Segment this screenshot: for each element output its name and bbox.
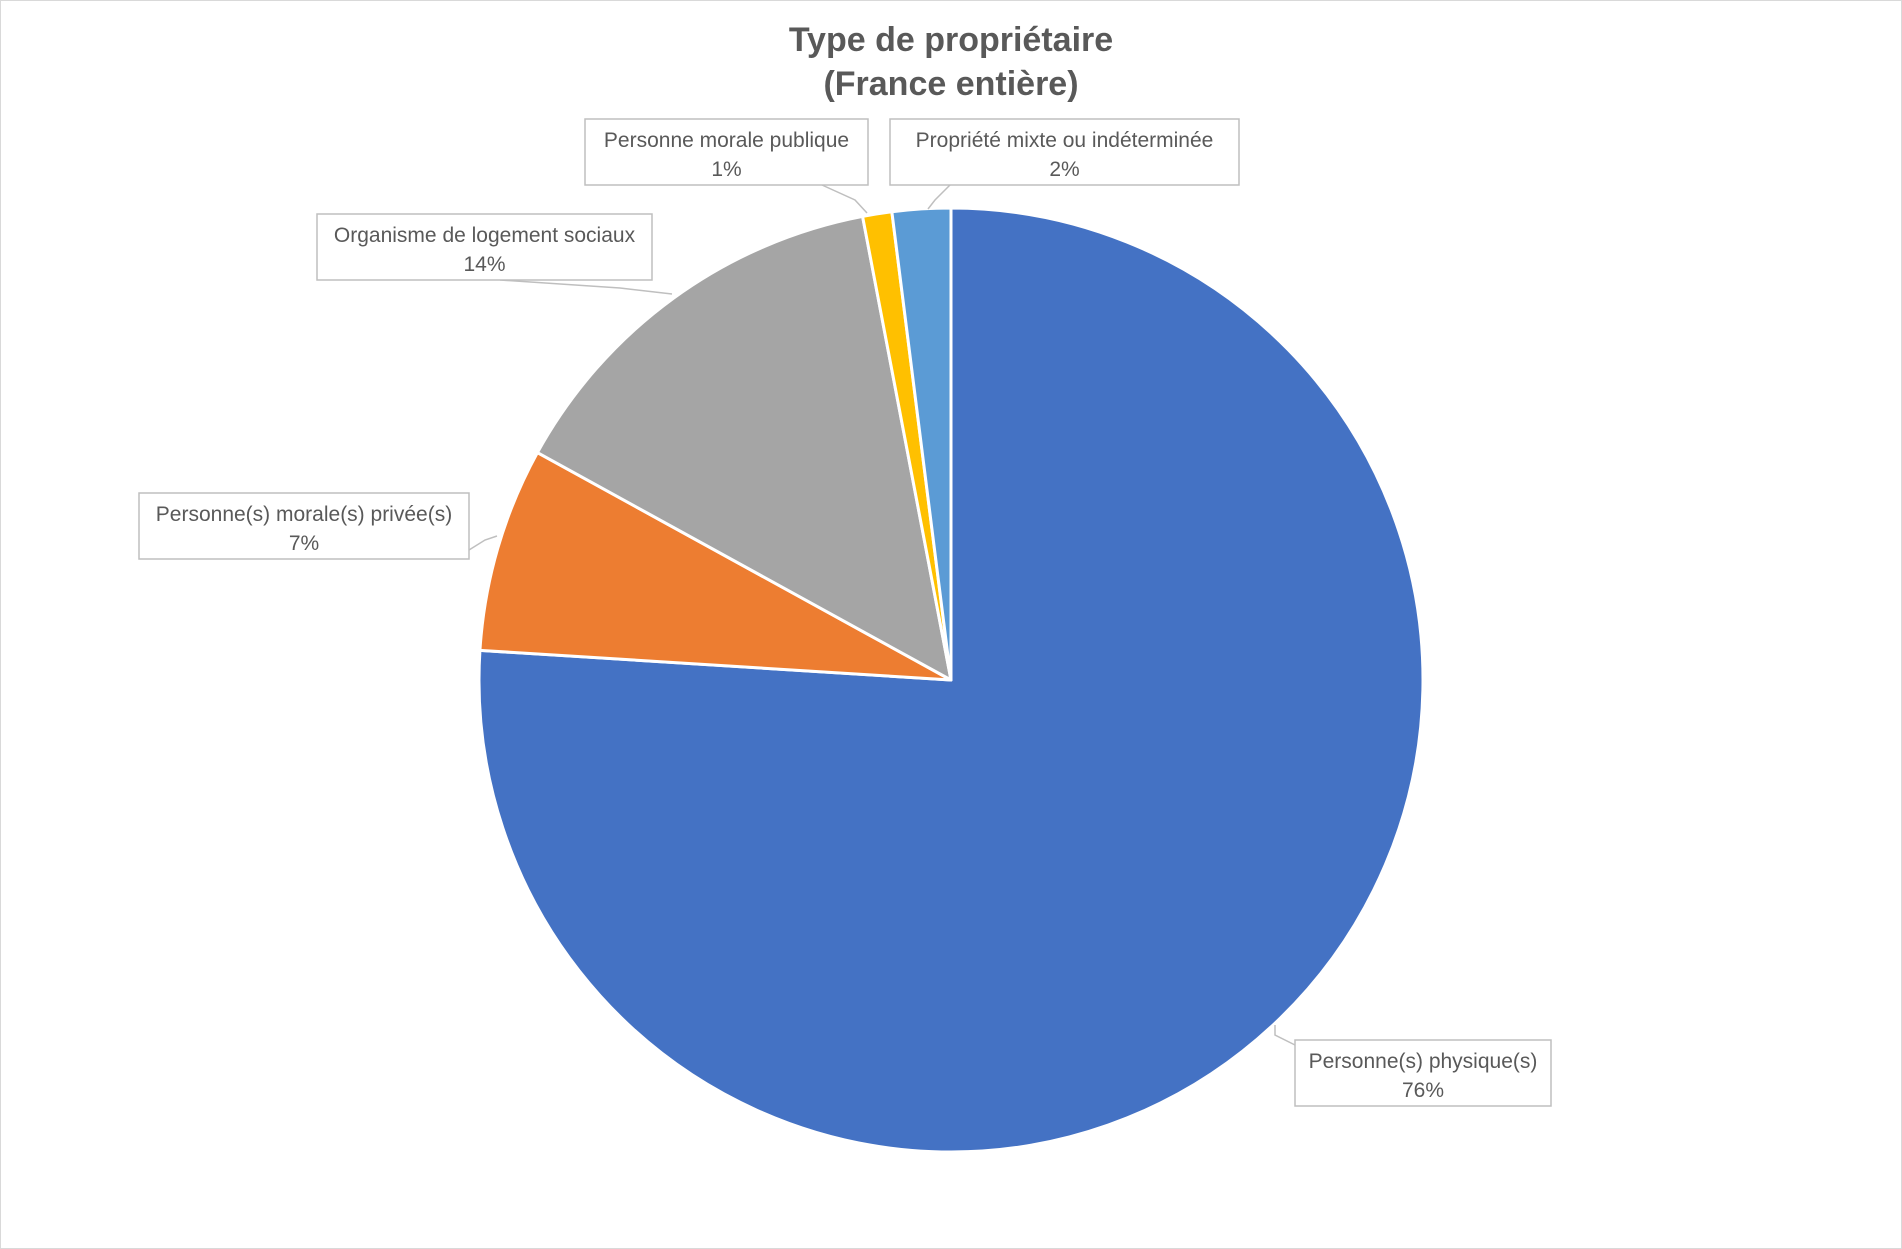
callout-box-personne-morale-publique [584, 118, 869, 186]
leader-line-personne-s-physique-s [1274, 1025, 1296, 1046]
data-label-personne-s-physique-s: 76% [1402, 1079, 1444, 1102]
pie-slice-propriete-mixte-ou-indeterminee [890, 206, 953, 682]
category-label-organisme-de-logement-sociaux: Organisme de logement sociaux [334, 224, 636, 247]
data-label-propriete-mixte-ou-indeterminee: 2% [1049, 158, 1079, 181]
callout-box-personne-s-physique-s [1294, 1039, 1552, 1107]
leader-line-personne-s-morale-s-privee-s [468, 535, 498, 551]
callout-box-organisme-de-logement-sociaux [316, 213, 653, 281]
callout-personne-morale-publique: Personne morale publique 1% [584, 118, 869, 214]
pie-slice-personne-s-morale-s-privee-s [478, 451, 953, 682]
data-label-organisme-de-logement-sociaux: 14% [463, 253, 505, 276]
callout-box-propriete-mixte-ou-indeterminee [889, 118, 1240, 186]
category-label-propriete-mixte-ou-indeterminee: Propriété mixte ou indéterminée [916, 129, 1214, 152]
category-label-personne-s-physique-s: Personne(s) physique(s) [1309, 1050, 1538, 1073]
data-label-personne-morale-publique: 1% [711, 158, 741, 181]
callout-personne-s-morale-s-privee-s: Personne(s) morale(s) privée(s) 7% [138, 492, 498, 560]
callout-personne-s-physique-s: Personne(s) physique(s) 76% [1274, 1025, 1552, 1107]
chart-subtitle: (France entière) [823, 65, 1079, 103]
leader-line-personne-morale-publique [821, 184, 868, 214]
callout-propriete-mixte-ou-indeterminee: Propriété mixte ou indéterminée 2% [889, 118, 1240, 210]
callout-labels: Personne(s) physique(s) 76% Personne(s) mo… [138, 118, 1552, 1107]
category-label-personne-s-morale-s-privee-s: Personne(s) morale(s) privée(s) [156, 503, 452, 526]
leader-line-organisme-de-logement-sociaux [499, 279, 673, 295]
chart-title: Type de propriétaire [788, 21, 1114, 59]
callout-organisme-de-logement-sociaux: Organisme de logement sociaux 14% [316, 213, 673, 295]
chart-title-block: Type de propriétaire (France entière) [0, 18, 1902, 106]
data-label-personne-s-morale-s-privee-s: 7% [289, 532, 319, 555]
callout-box-personne-s-morale-s-privee-s [138, 492, 470, 560]
pie-slices [477, 206, 1425, 1154]
category-label-personne-morale-publique: Personne morale publique [604, 129, 849, 152]
pie-slice-organisme-de-logement-sociaux [535, 214, 953, 682]
leader-line-propriete-mixte-ou-indeterminee [927, 184, 951, 210]
